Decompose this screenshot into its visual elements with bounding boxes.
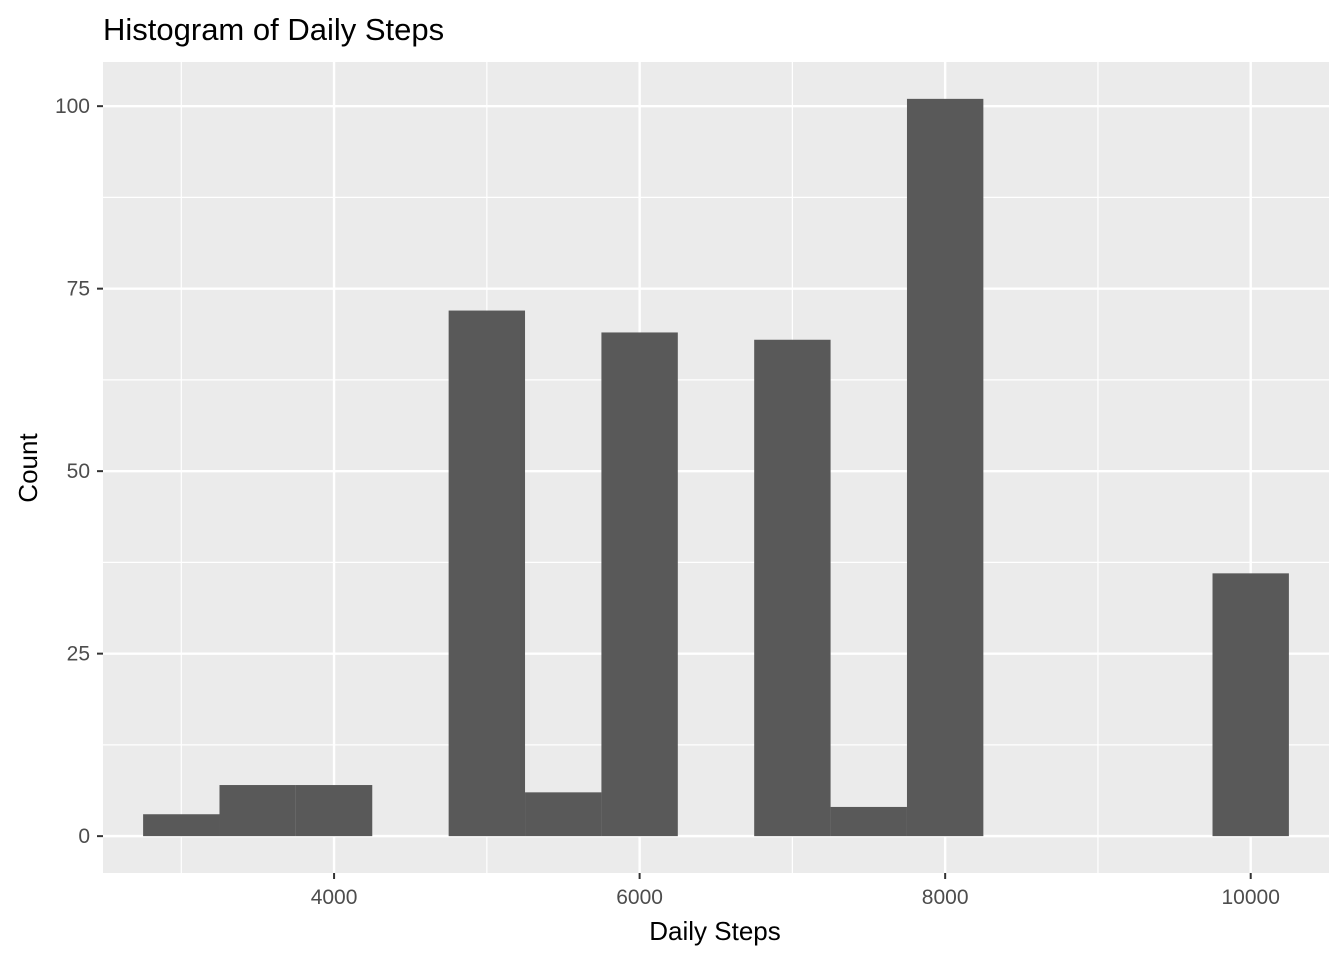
histogram-bar [219, 785, 296, 837]
histogram-bar [143, 814, 220, 837]
histogram-bar [906, 98, 984, 837]
x-axis: 4000 6000 8000 10000 [311, 873, 1280, 909]
y-tick-label: 0 [78, 825, 90, 848]
histogram-bar [1212, 573, 1289, 837]
histogram-bars [143, 98, 1289, 837]
y-tick-label: 75 [67, 278, 90, 301]
chart-title: Histogram of Daily Steps [103, 12, 444, 47]
x-tick-label: 6000 [616, 886, 663, 909]
x-tick-label: 10000 [1222, 886, 1280, 909]
histogram-bar [754, 339, 831, 837]
x-axis-title: Daily Steps [649, 916, 781, 946]
histogram-bar [525, 792, 602, 837]
histogram-bar [448, 310, 526, 837]
histogram-bar [295, 785, 373, 837]
histogram-bar [601, 332, 678, 837]
x-tick-label: 4000 [311, 886, 358, 909]
y-axis-title: Count [13, 433, 43, 503]
histogram-bar [830, 806, 907, 837]
y-tick-label: 100 [55, 95, 90, 118]
plot-panel [103, 62, 1329, 873]
minor-gridlines [103, 62, 1329, 873]
y-tick-label: 25 [67, 643, 90, 666]
y-axis: 0 25 50 75 100 [55, 95, 103, 848]
y-tick-label: 50 [67, 460, 90, 483]
x-tick-label: 8000 [922, 886, 969, 909]
